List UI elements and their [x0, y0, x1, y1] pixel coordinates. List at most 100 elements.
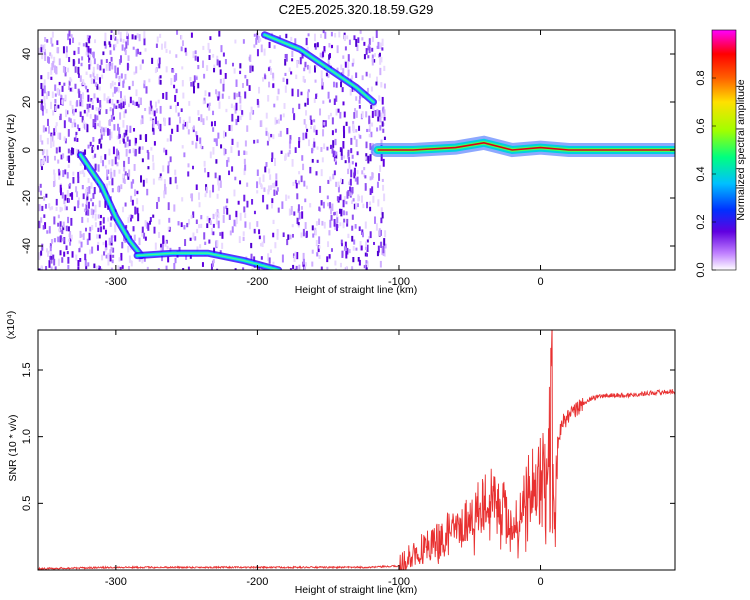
spectrogram-noise-cell — [357, 256, 360, 262]
spectrogram-noise-cell — [96, 145, 99, 150]
spectrogram-noise-cell — [104, 154, 107, 160]
spectrogram-noise-cell — [102, 225, 105, 230]
spectrogram-noise-cell — [57, 258, 60, 266]
spectrogram-noise-cell — [132, 226, 135, 232]
spectrogram-noise-cell — [112, 108, 115, 116]
spectrogram-noise-cell — [305, 110, 308, 116]
spectrogram-noise-cell — [298, 171, 301, 175]
spectrogram-noise-cell — [158, 57, 161, 65]
spectrogram-noise-cell — [303, 119, 306, 125]
spectrogram-noise-cell — [276, 187, 279, 192]
spectrogram-noise-cell — [358, 226, 361, 232]
spectrogram-noise-cell — [103, 129, 106, 136]
spectrogram-noise-cell — [44, 222, 47, 229]
spectrogram-noise-cell — [302, 228, 305, 237]
spectrogram-noise-cell — [50, 54, 53, 59]
spectrogram-noise-cell — [38, 47, 41, 55]
spectrogram-noise-cell — [153, 226, 156, 234]
spectrogram-noise-cell — [288, 208, 291, 216]
spectrogram-noise-cell — [323, 221, 326, 229]
spectrogram-noise-cell — [138, 97, 141, 105]
spectrogram-noise-cell — [341, 179, 344, 185]
spectrogram-noise-cell — [177, 112, 180, 117]
spectrogram-noise-cell — [237, 200, 240, 205]
spectrogram-noise-cell — [253, 228, 256, 234]
spectrogram-noise-cell — [231, 226, 234, 233]
spectrogram-noise-cell — [342, 68, 345, 76]
spectrogram-noise-cell — [350, 192, 353, 197]
spectrogram-noise-cell — [97, 227, 100, 233]
spectrogram-noise-cell — [54, 266, 57, 270]
spectrogram-noise-cell — [69, 193, 72, 197]
spectrogram-noise-cell — [343, 34, 346, 42]
spectrogram-noise-cell — [307, 33, 310, 37]
spectrogram-noise-cell — [215, 159, 218, 164]
spectrogram-noise-cell — [293, 255, 296, 262]
spectrogram-noise-cell — [327, 91, 330, 99]
spectrogram-noise-cell — [49, 258, 52, 264]
spectrogram-noise-cell — [138, 146, 141, 150]
spectrogram-noise-cell — [47, 251, 50, 257]
spectrogram-noise-cell — [366, 261, 369, 268]
spectrogram-noise-cell — [131, 199, 134, 206]
spectrogram-noise-cell — [217, 177, 220, 186]
spectrogram-noise-cell — [313, 137, 316, 145]
spectrogram-noise-cell — [366, 87, 369, 93]
spectrogram-noise-cell — [379, 42, 382, 49]
spectrogram-noise-cell — [110, 34, 113, 41]
spectrogram-noise-cell — [212, 231, 215, 236]
spectrogram-noise-cell — [302, 252, 305, 261]
spectrogram-noise-cell — [340, 81, 343, 88]
spectrogram-noise-cell — [291, 50, 294, 58]
spectrogram-noise-cell — [74, 108, 77, 113]
spectrogram-noise-cell — [224, 59, 227, 65]
spectrogram-noise-cell — [345, 201, 348, 205]
spectrogram-noise-cell — [358, 125, 361, 131]
spectrogram-noise-cell — [129, 96, 132, 104]
spectrogram-noise-cell — [255, 37, 258, 45]
spectrogram-noise-cell — [346, 247, 349, 255]
spectrogram-noise-cell — [308, 139, 311, 147]
spectrogram-y-tick-label: 40 — [21, 48, 33, 60]
spectrogram-noise-cell — [303, 79, 306, 83]
spectrogram-noise-cell — [381, 47, 384, 51]
spectrogram-noise-cell — [212, 54, 215, 58]
spectrogram-noise-cell — [130, 195, 133, 202]
spectrogram-noise-cell — [367, 155, 370, 164]
spectrogram-noise-cell — [358, 104, 361, 109]
spectrogram-noise-cell — [234, 222, 237, 227]
spectrogram-noise-cell — [311, 158, 314, 163]
spectrogram-noise-cell — [356, 203, 359, 208]
spectrogram-noise-cell — [64, 194, 67, 201]
spectrogram-noise-cell — [122, 176, 125, 183]
spectrogram-noise-cell — [107, 252, 110, 260]
spectrogram-noise-cell — [77, 58, 80, 64]
spectrogram-noise-cell — [115, 148, 118, 156]
spectrogram-noise-cell — [376, 127, 379, 132]
spectrogram-noise-cell — [323, 46, 326, 52]
spectrogram-noise-cell — [151, 154, 154, 162]
spectrogram-noise-cell — [380, 241, 383, 248]
spectrogram-noise-cell — [301, 52, 304, 59]
spectrogram-noise-cell — [376, 250, 379, 257]
spectrogram-noise-cell — [120, 252, 123, 261]
spectrogram-noise-cell — [192, 232, 195, 240]
spectrogram-noise-cell — [144, 220, 147, 227]
spectrogram-noise-cell — [119, 266, 122, 270]
spectrogram-noise-cell — [340, 239, 343, 245]
spectrogram-noise-cell — [165, 48, 168, 53]
spectrogram-noise-cell — [193, 75, 196, 83]
spectrogram-noise-cell — [202, 45, 205, 50]
spectrogram-noise-cell — [78, 248, 81, 253]
spectrogram-noise-cell — [304, 222, 307, 230]
spectrogram-noise-cell — [203, 160, 206, 167]
spectrogram-noise-cell — [163, 179, 166, 184]
spectrogram-noise-cell — [81, 92, 84, 100]
carrier-track-core — [377, 141, 675, 151]
spectrogram-noise-cell — [260, 44, 263, 53]
spectrogram-noise-cell — [376, 45, 379, 49]
spectrogram-noise-cell — [85, 198, 88, 205]
spectrogram-noise-cell — [383, 109, 386, 117]
spectrogram-noise-cell — [259, 38, 262, 42]
spectrogram-noise-cell — [332, 140, 335, 148]
